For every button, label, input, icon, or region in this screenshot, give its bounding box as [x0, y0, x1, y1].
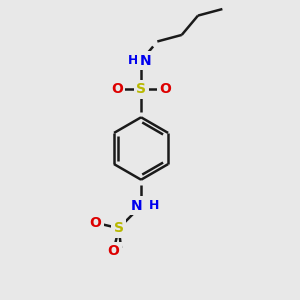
Text: H: H	[148, 200, 159, 212]
Text: N: N	[131, 199, 142, 213]
Text: N: N	[140, 54, 152, 68]
Text: S: S	[114, 221, 124, 235]
Text: O: O	[160, 82, 171, 96]
Text: H: H	[128, 54, 138, 67]
Text: O: O	[111, 82, 123, 96]
Text: O: O	[90, 216, 101, 230]
Text: S: S	[136, 82, 146, 96]
Text: O: O	[107, 244, 119, 258]
